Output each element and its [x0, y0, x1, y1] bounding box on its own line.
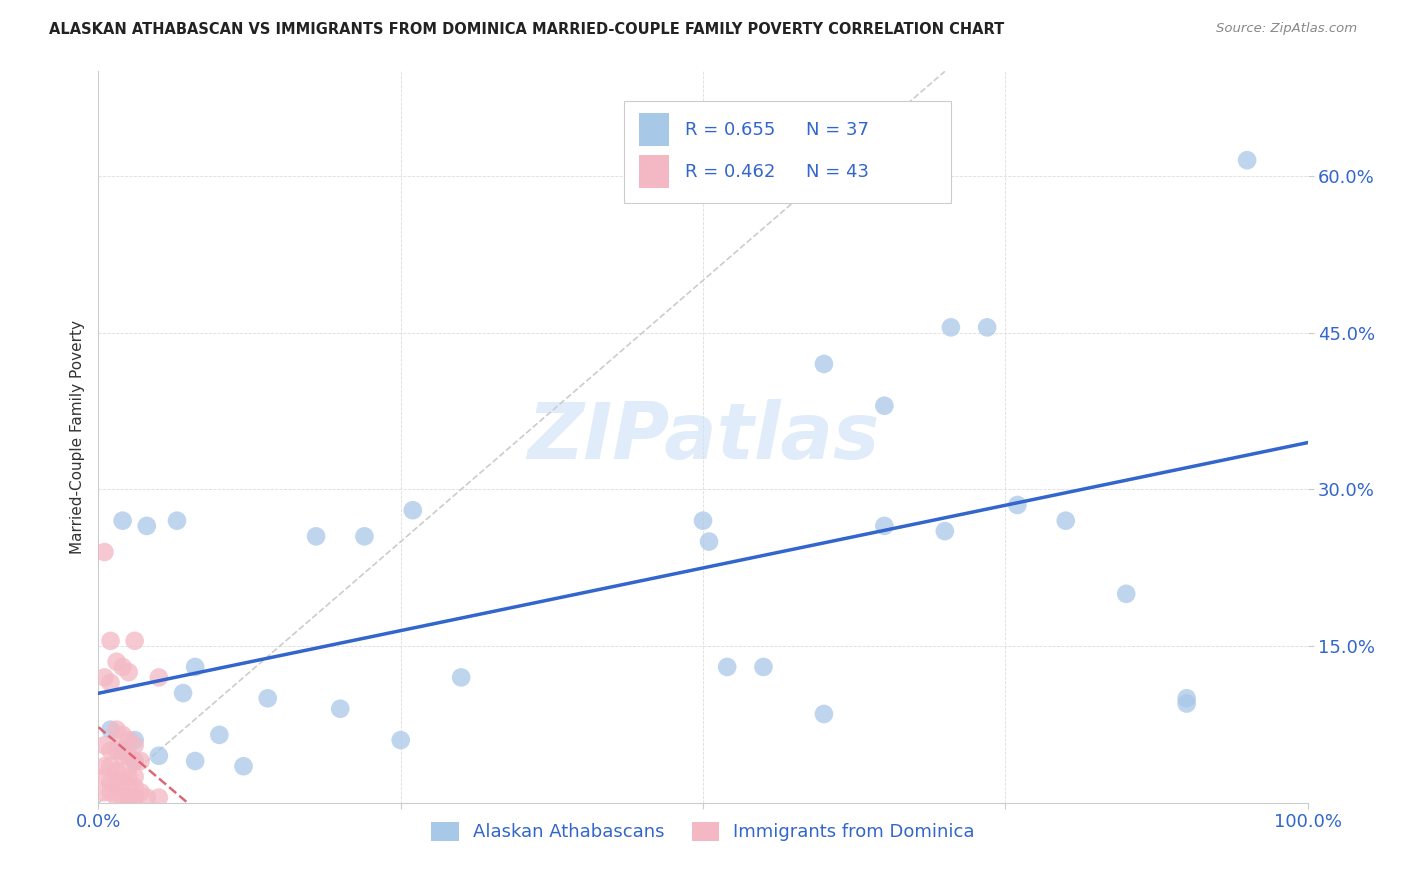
Point — [353, 529, 375, 543]
Point — [135, 519, 157, 533]
Point — [111, 743, 134, 757]
Point — [100, 759, 122, 773]
Text: Source: ZipAtlas.com: Source: ZipAtlas.com — [1216, 22, 1357, 36]
Point — [329, 702, 352, 716]
Point — [100, 675, 122, 690]
Point — [100, 723, 122, 737]
Point — [100, 633, 122, 648]
Point — [692, 514, 714, 528]
Point — [111, 790, 134, 805]
Point — [813, 706, 835, 721]
Point — [184, 754, 207, 768]
Point — [118, 733, 141, 747]
Point — [105, 743, 128, 757]
Point — [118, 748, 141, 763]
Point — [93, 739, 115, 753]
Point — [100, 775, 122, 789]
Point — [118, 770, 141, 784]
Point — [111, 514, 134, 528]
Point — [118, 790, 141, 805]
Text: ALASKAN ATHABASCAN VS IMMIGRANTS FROM DOMINICA MARRIED-COUPLE FAMILY POVERTY COR: ALASKAN ATHABASCAN VS IMMIGRANTS FROM DO… — [49, 22, 1004, 37]
Point — [100, 743, 122, 757]
Point — [1007, 498, 1029, 512]
Point — [129, 754, 152, 768]
Point — [118, 780, 141, 794]
Point — [105, 775, 128, 789]
Point — [93, 759, 115, 773]
Point — [93, 785, 115, 799]
Point — [1054, 514, 1077, 528]
FancyBboxPatch shape — [638, 155, 669, 188]
Point — [105, 764, 128, 779]
Point — [124, 754, 146, 768]
FancyBboxPatch shape — [624, 101, 950, 203]
Point — [232, 759, 254, 773]
Point — [124, 733, 146, 747]
Point — [105, 723, 128, 737]
FancyBboxPatch shape — [638, 113, 669, 146]
Point — [939, 320, 962, 334]
Text: N = 37: N = 37 — [806, 120, 869, 138]
Point — [450, 670, 472, 684]
Y-axis label: Married-Couple Family Poverty: Married-Couple Family Poverty — [69, 320, 84, 554]
Point — [148, 748, 170, 763]
Point — [124, 739, 146, 753]
Point — [124, 770, 146, 784]
Point — [111, 764, 134, 779]
Point — [105, 655, 128, 669]
Point — [208, 728, 231, 742]
Point — [873, 399, 896, 413]
Point — [1236, 153, 1258, 168]
Point — [124, 790, 146, 805]
Point — [124, 790, 146, 805]
Point — [118, 665, 141, 680]
Point — [813, 357, 835, 371]
Point — [111, 775, 134, 789]
Point — [697, 534, 720, 549]
Point — [148, 670, 170, 684]
Text: ZIPatlas: ZIPatlas — [527, 399, 879, 475]
Point — [934, 524, 956, 538]
Point — [1115, 587, 1137, 601]
Point — [716, 660, 738, 674]
Point — [124, 633, 146, 648]
Point — [124, 780, 146, 794]
Point — [305, 529, 328, 543]
Point — [1175, 691, 1198, 706]
Point — [389, 733, 412, 747]
Point — [93, 545, 115, 559]
Point — [129, 785, 152, 799]
Text: R = 0.655: R = 0.655 — [685, 120, 775, 138]
Point — [111, 660, 134, 674]
Point — [166, 514, 188, 528]
Text: N = 43: N = 43 — [806, 163, 869, 181]
Point — [402, 503, 425, 517]
Text: R = 0.462: R = 0.462 — [685, 163, 775, 181]
Point — [105, 790, 128, 805]
Point — [100, 785, 122, 799]
Point — [111, 728, 134, 742]
Point — [111, 748, 134, 763]
Point — [118, 790, 141, 805]
Point — [148, 790, 170, 805]
Point — [873, 519, 896, 533]
Point — [172, 686, 194, 700]
Point — [976, 320, 998, 334]
Legend: Alaskan Athabascans, Immigrants from Dominica: Alaskan Athabascans, Immigrants from Dom… — [425, 814, 981, 848]
Point — [1175, 697, 1198, 711]
Point — [135, 790, 157, 805]
Point — [93, 670, 115, 684]
Point — [256, 691, 278, 706]
Point — [752, 660, 775, 674]
Point — [124, 754, 146, 768]
Point — [93, 770, 115, 784]
Point — [184, 660, 207, 674]
